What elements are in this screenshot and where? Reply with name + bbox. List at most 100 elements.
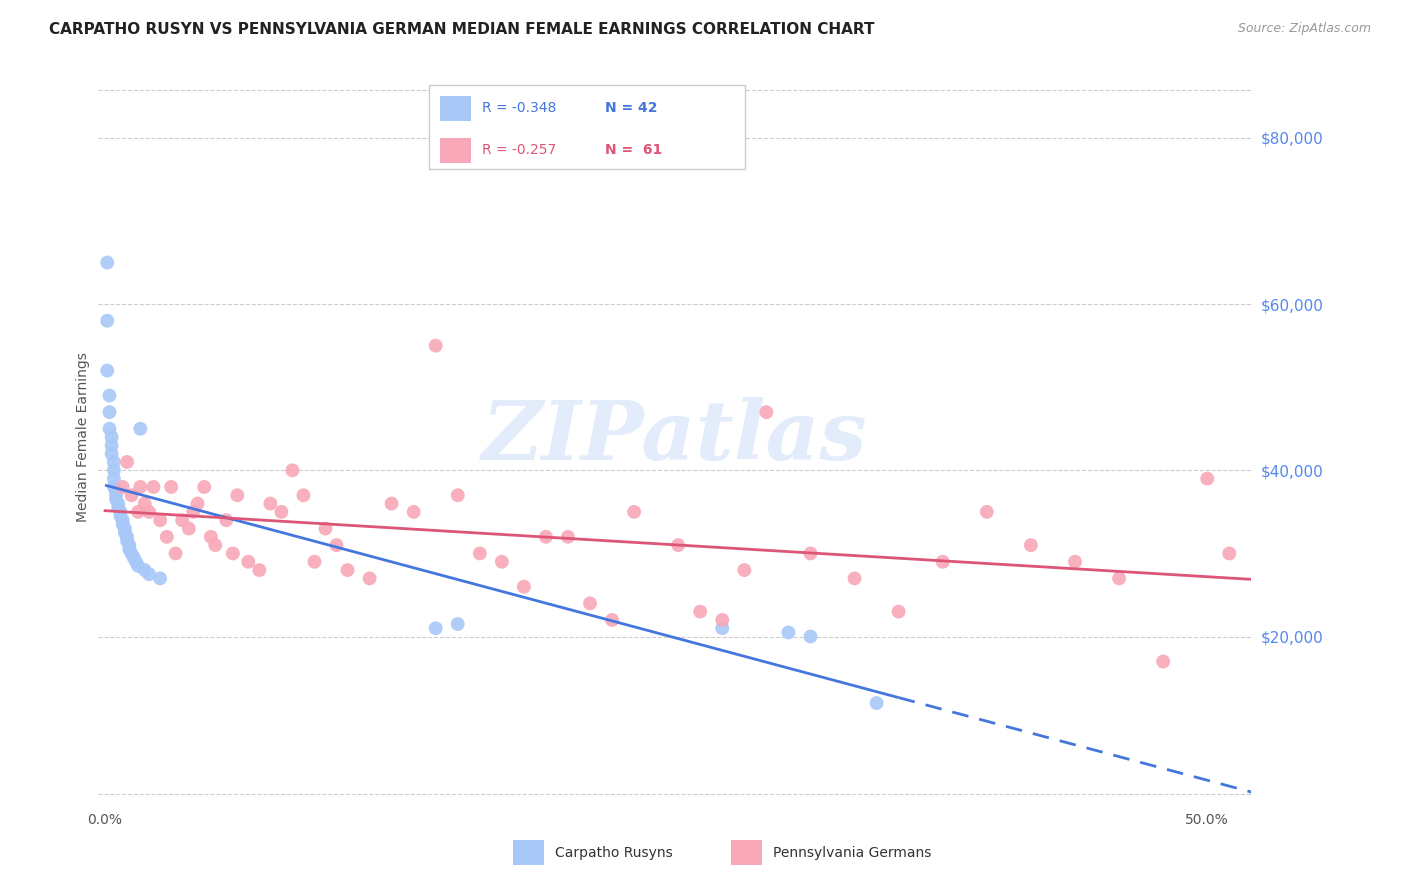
- Point: [204, 538, 226, 552]
- Point: [733, 563, 755, 577]
- Point: [100, 438, 122, 452]
- Point: [114, 525, 136, 540]
- Point: [149, 571, 172, 585]
- Point: [711, 621, 734, 635]
- Point: [115, 455, 138, 469]
- Point: [468, 546, 491, 560]
- Point: [1152, 655, 1174, 669]
- Point: [1218, 546, 1240, 560]
- Point: [425, 339, 447, 353]
- Point: [122, 550, 145, 565]
- Point: [1108, 571, 1130, 585]
- Point: [105, 492, 128, 507]
- Point: [579, 596, 602, 610]
- Point: [156, 530, 179, 544]
- Point: [238, 555, 260, 569]
- Text: ZIPatlas: ZIPatlas: [482, 397, 868, 477]
- Point: [181, 505, 204, 519]
- Text: N = 42: N = 42: [605, 101, 657, 115]
- Point: [1197, 472, 1219, 486]
- Point: [336, 563, 359, 577]
- Point: [98, 388, 121, 402]
- Point: [887, 605, 910, 619]
- Point: [304, 555, 326, 569]
- Point: [110, 509, 132, 524]
- Point: [134, 497, 156, 511]
- Point: [314, 521, 336, 535]
- Point: [557, 530, 579, 544]
- Point: [127, 558, 149, 573]
- Point: [359, 571, 381, 585]
- Point: [129, 422, 152, 436]
- Point: [247, 563, 270, 577]
- Point: [96, 363, 118, 377]
- Point: [1064, 555, 1087, 569]
- Point: [129, 480, 152, 494]
- Point: [100, 430, 122, 444]
- Point: [666, 538, 689, 552]
- Text: R = -0.257: R = -0.257: [482, 144, 557, 157]
- Point: [976, 505, 998, 519]
- Point: [142, 480, 165, 494]
- Point: [778, 625, 800, 640]
- Text: Carpatho Rusyns: Carpatho Rusyns: [555, 846, 673, 860]
- Point: [98, 422, 121, 436]
- Point: [125, 555, 148, 569]
- Point: [325, 538, 347, 552]
- Point: [177, 521, 200, 535]
- Point: [281, 463, 304, 477]
- Point: [121, 488, 143, 502]
- Point: [100, 447, 122, 461]
- Point: [689, 605, 711, 619]
- Point: [270, 505, 292, 519]
- Point: [534, 530, 557, 544]
- Point: [110, 505, 132, 519]
- Point: [491, 555, 513, 569]
- Text: CARPATHO RUSYN VS PENNSYLVANIA GERMAN MEDIAN FEMALE EARNINGS CORRELATION CHART: CARPATHO RUSYN VS PENNSYLVANIA GERMAN ME…: [49, 22, 875, 37]
- Point: [226, 488, 249, 502]
- Point: [844, 571, 866, 585]
- Point: [193, 480, 215, 494]
- Point: [98, 405, 121, 419]
- Point: [96, 314, 118, 328]
- Point: [165, 546, 187, 560]
- Point: [755, 405, 778, 419]
- Text: Pennsylvania Germans: Pennsylvania Germans: [773, 846, 932, 860]
- Point: [402, 505, 425, 519]
- Point: [931, 555, 953, 569]
- Point: [149, 513, 172, 527]
- Point: [103, 463, 125, 477]
- Point: [115, 530, 138, 544]
- Point: [292, 488, 315, 502]
- Point: [187, 497, 209, 511]
- Text: N =  61: N = 61: [605, 144, 662, 157]
- Point: [259, 497, 281, 511]
- Point: [160, 480, 183, 494]
- Point: [138, 567, 160, 582]
- Point: [96, 255, 118, 269]
- Point: [134, 563, 156, 577]
- Point: [1019, 538, 1042, 552]
- Point: [799, 630, 821, 644]
- Point: [865, 696, 887, 710]
- Point: [105, 484, 128, 499]
- Point: [103, 480, 125, 494]
- Point: [172, 513, 194, 527]
- Text: R = -0.348: R = -0.348: [482, 101, 557, 115]
- Point: [447, 488, 470, 502]
- Point: [711, 613, 734, 627]
- Point: [105, 488, 128, 502]
- Point: [114, 521, 136, 535]
- Point: [381, 497, 404, 511]
- Point: [600, 613, 623, 627]
- Point: [799, 546, 821, 560]
- Point: [111, 517, 134, 532]
- Text: Source: ZipAtlas.com: Source: ZipAtlas.com: [1237, 22, 1371, 36]
- Point: [127, 505, 149, 519]
- Point: [215, 513, 238, 527]
- Point: [111, 480, 134, 494]
- Point: [107, 497, 129, 511]
- Point: [623, 505, 645, 519]
- Point: [121, 546, 143, 560]
- Point: [118, 538, 141, 552]
